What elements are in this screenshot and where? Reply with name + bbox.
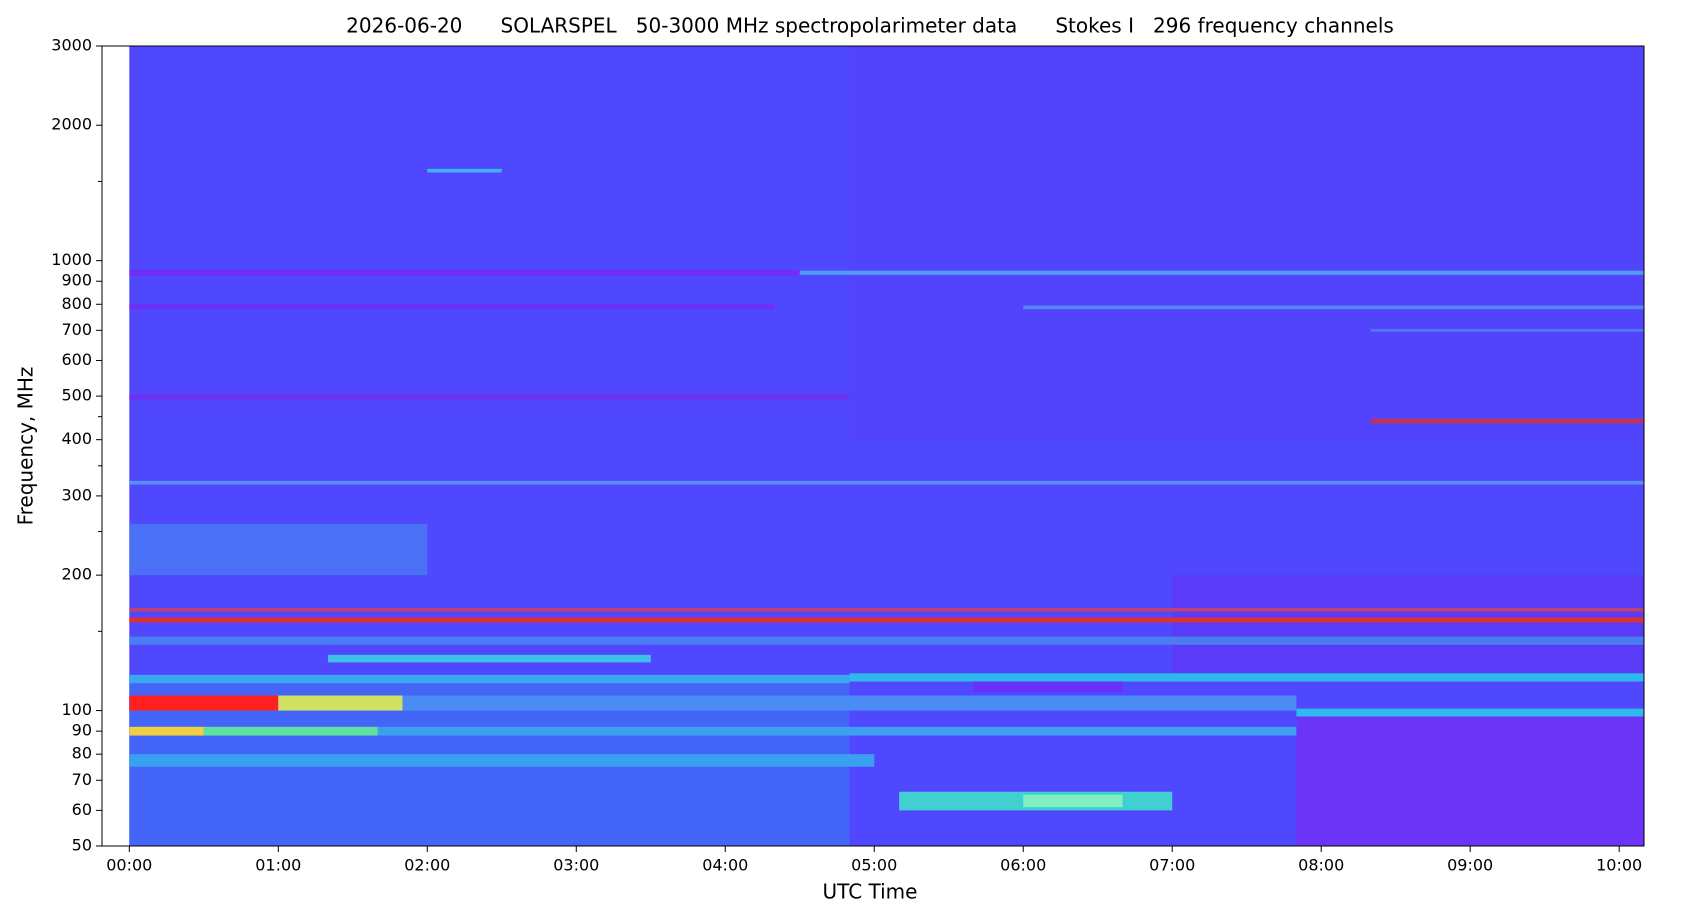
y-tick-label: 3000 xyxy=(51,36,92,55)
spectral-band xyxy=(849,673,1644,682)
y-tick-label: 500 xyxy=(61,386,92,405)
spectral-band xyxy=(1023,305,1644,310)
spectral-band xyxy=(849,46,1644,440)
spectral-band xyxy=(1296,708,1644,717)
x-tick-label: 10:00 xyxy=(1596,856,1642,875)
spectral-band xyxy=(129,304,775,310)
spectral-band xyxy=(129,674,850,684)
spectral-band xyxy=(1172,575,1644,675)
x-tick-label: 03:00 xyxy=(553,856,599,875)
spectral-band xyxy=(129,480,1645,485)
x-tick-label: 02:00 xyxy=(404,856,450,875)
y-tick-label: 300 xyxy=(61,485,92,504)
spectral-band xyxy=(129,726,204,736)
x-tick-label: 05:00 xyxy=(851,856,897,875)
y-tick-label: 80 xyxy=(72,744,92,763)
spectral-band xyxy=(129,269,800,276)
spectral-band xyxy=(129,754,875,767)
y-tick-label: 1000 xyxy=(51,250,92,269)
y-tick-label: 800 xyxy=(61,294,92,313)
y-tick-label: 60 xyxy=(72,800,92,819)
x-tick-label: 09:00 xyxy=(1447,856,1493,875)
spectral-band xyxy=(1023,794,1123,808)
spectral-band xyxy=(427,168,502,173)
spectral-band xyxy=(973,681,1123,692)
spectral-band xyxy=(129,608,1645,612)
x-tick-label: 04:00 xyxy=(702,856,748,875)
spectral-band xyxy=(129,636,1645,645)
spectral-band xyxy=(327,654,651,663)
y-tick-label: 600 xyxy=(61,350,92,369)
x-tick-label: 08:00 xyxy=(1298,856,1344,875)
spectral-band xyxy=(1296,710,1644,846)
y-tick-label: 2000 xyxy=(51,115,92,134)
spectral-band xyxy=(203,726,378,736)
spectral-band xyxy=(129,394,850,401)
y-tick-label: 700 xyxy=(61,320,92,339)
y-tick-label: 70 xyxy=(72,770,92,789)
spectral-band xyxy=(129,617,1645,623)
y-tick-label: 200 xyxy=(61,565,92,584)
spectral-band xyxy=(129,726,1297,736)
x-tick-label: 01:00 xyxy=(255,856,301,875)
x-axis-label: UTC Time xyxy=(823,880,918,904)
x-tick-label: 07:00 xyxy=(1149,856,1195,875)
y-tick-label: 50 xyxy=(72,836,92,855)
spectral-band xyxy=(1370,418,1644,424)
y-tick-label: 90 xyxy=(72,721,92,740)
spectral-band xyxy=(129,695,279,711)
y-tick-label: 400 xyxy=(61,429,92,448)
spectral-band xyxy=(799,270,1644,275)
spectral-band xyxy=(278,695,403,711)
spectral-band xyxy=(129,523,428,576)
spectral-band xyxy=(1370,328,1644,332)
plot-frame xyxy=(101,45,1645,847)
spectral-band xyxy=(129,695,1297,711)
y-tick-label: 900 xyxy=(61,271,92,290)
x-tick-label: 00:00 xyxy=(106,856,152,875)
chart-title: 2026-06-20 SOLARSPEL 50-3000 MHz spectro… xyxy=(346,14,1394,38)
y-tick-label: 100 xyxy=(61,700,92,719)
y-axis-label: Frequency, MHz xyxy=(14,367,38,526)
x-tick-label: 06:00 xyxy=(1000,856,1046,875)
